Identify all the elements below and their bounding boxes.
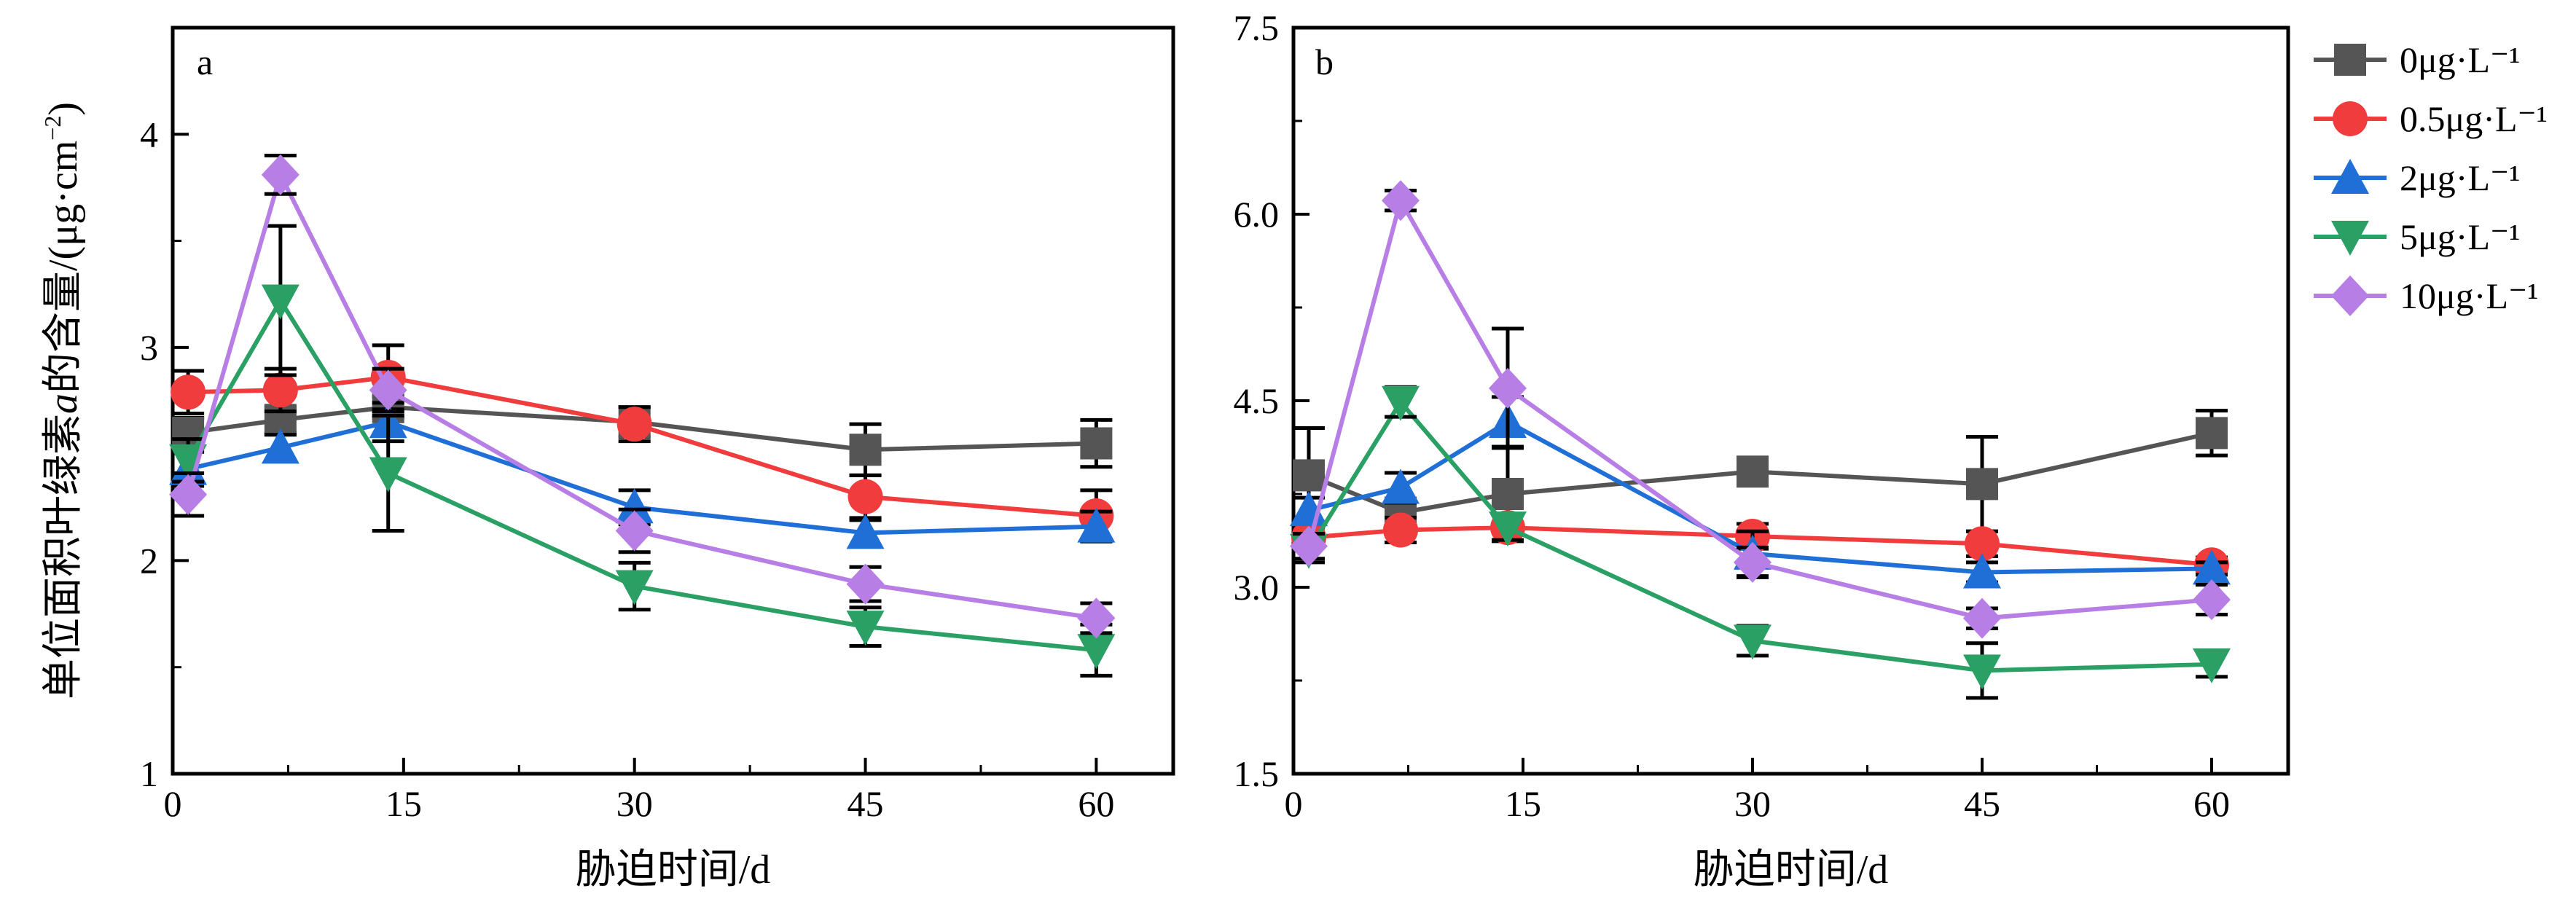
data-point (1965, 526, 2000, 562)
y-tick-label: 3.0 (1234, 567, 1280, 608)
data-point (1293, 459, 1325, 492)
data-point (1382, 180, 1420, 221)
panel-b: 0 15 30 45 60 1.5 3.0 4.5 6.0 7.5 b 胁迫时间/d (1234, 7, 2290, 893)
data-point (1734, 541, 1772, 583)
data-point (615, 570, 654, 605)
data-point (261, 154, 300, 195)
data-point (1290, 525, 1328, 567)
data-point (261, 284, 300, 320)
legend-label: 10μg·L⁻¹ (2400, 275, 2538, 316)
x-axis-title: 胁迫时间/d (1694, 847, 1889, 893)
x-tick-label: 0 (1285, 783, 1303, 824)
y-tick-label: 1.5 (1234, 753, 1280, 794)
x-tick-label: 60 (1078, 783, 1114, 824)
x-tick-label: 15 (1505, 783, 1541, 824)
x-tick-label: 30 (616, 783, 653, 824)
y-tick-label: 2 (140, 540, 158, 581)
data-point (1077, 507, 1116, 543)
data-point (2193, 549, 2231, 585)
legend-label: 0.5μg·L⁻¹ (2400, 98, 2548, 139)
y-axis-title-part: 单位面积叶绿素 (41, 414, 86, 699)
data-point (846, 514, 885, 549)
y-tick-label: 7.5 (1234, 7, 1280, 48)
y-axis-title-sup: −2 (39, 116, 66, 141)
y-tick-label: 4.5 (1234, 380, 1280, 421)
series-line (186, 168, 1097, 621)
data-point (169, 444, 208, 479)
legend-marker (2334, 44, 2366, 76)
data-point (1966, 468, 1998, 501)
legend-label: 0μg·L⁻¹ (2400, 39, 2520, 80)
plot-frame (171, 26, 1175, 776)
data-point (1382, 468, 1420, 504)
series-line (186, 296, 1097, 653)
legend-marker (2331, 159, 2369, 194)
y-tick-label: 6.0 (1234, 194, 1280, 235)
x-axis-title: 胁迫时间/d (576, 847, 771, 893)
y-tick-label: 3 (140, 327, 158, 368)
data-point (1489, 511, 1527, 547)
x-tick-label: 45 (847, 783, 884, 824)
data-point (1963, 597, 2001, 639)
data-point (1080, 427, 1113, 460)
data-point (1963, 553, 2001, 589)
series-line (1307, 398, 2212, 673)
legend: 0μg·L⁻¹ 0.5μg·L⁻¹ 2μg·L⁻¹ 5μg·L⁻¹ 10μg·L⁻¹ (2314, 39, 2548, 316)
y-tick-label: 1 (140, 753, 158, 794)
data-point (1734, 624, 1772, 660)
data-point (846, 563, 885, 605)
y-axis-title-part: 的含量/(μg·cm (41, 141, 86, 393)
data-point (849, 434, 882, 466)
series-line (187, 420, 1097, 536)
legend-marker (2331, 221, 2369, 256)
series-4 (1290, 180, 2231, 639)
data-point (846, 611, 885, 646)
data-point (169, 474, 208, 515)
data-point (2193, 579, 2231, 621)
legend-marker (2331, 275, 2369, 316)
data-point (1077, 597, 1116, 639)
panel-a: 0 15 30 45 601234a胁迫时间/d单位面积叶绿素a的含量/(μg·cm−2… (39, 26, 1175, 893)
panel-letter: a (197, 42, 213, 82)
legend-label: 5μg·L⁻¹ (2400, 216, 2520, 257)
series-4 (169, 154, 1116, 639)
y-axis-title-italic: a (41, 393, 86, 414)
data-point (171, 374, 206, 410)
x-tick-label: 45 (1964, 783, 2000, 824)
panel-letter: b (1315, 42, 1334, 82)
series-line (1307, 195, 2212, 621)
data-point (1382, 385, 1420, 421)
x-tick-label: 60 (2193, 783, 2230, 824)
data-point (1077, 634, 1116, 670)
data-point (1492, 478, 1524, 510)
data-point (369, 369, 407, 411)
plot-frame (1291, 26, 2290, 776)
y-axis-title-part: ) (41, 102, 86, 116)
series-3 (169, 224, 1116, 678)
data-point (847, 479, 883, 514)
data-point (2193, 648, 2231, 683)
series-line (1308, 419, 2212, 575)
data-point (1963, 654, 2001, 690)
data-point (369, 457, 407, 493)
data-point (2196, 417, 2228, 450)
data-point (1737, 455, 1769, 488)
data-point (615, 510, 654, 552)
data-point (262, 372, 298, 408)
y-axis-title: 单位面积叶绿素a的含量/(μg·cm−2) (39, 102, 86, 699)
x-tick-label: 0 (164, 783, 182, 824)
data-point (615, 488, 654, 524)
data-point (1383, 512, 1418, 548)
data-point (616, 407, 652, 442)
legend-marker (2333, 101, 2368, 136)
x-tick-label: 30 (1734, 783, 1771, 824)
legend-label: 2μg·L⁻¹ (2400, 157, 2520, 198)
data-point (1489, 367, 1527, 409)
y-tick-label: 4 (140, 114, 158, 154)
x-tick-label: 15 (385, 783, 422, 824)
data-point (261, 428, 300, 464)
